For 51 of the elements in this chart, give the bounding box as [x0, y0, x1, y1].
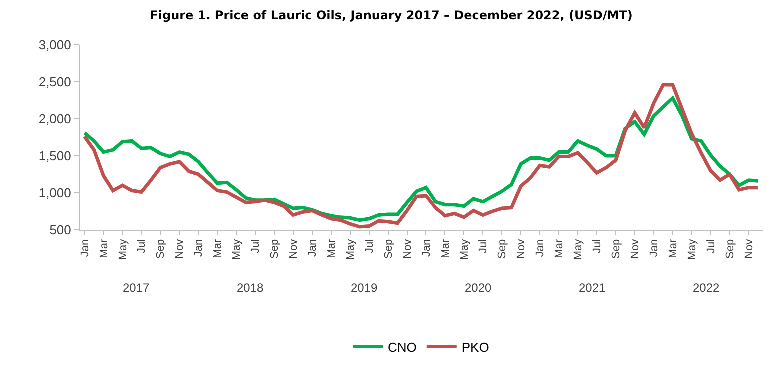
x-tick-label: May [344, 238, 357, 260]
x-tick-label: Sep [610, 239, 623, 259]
x-tick-label: Jan [420, 239, 433, 258]
x-tick-label: Jul [364, 239, 376, 254]
x-tick-label: Sep [496, 239, 509, 259]
x-tick-label: Nov [174, 238, 186, 259]
text: 2021 [579, 281, 606, 295]
x-tick-label: Mar [212, 239, 224, 258]
x-tick-label: Jul [592, 239, 604, 254]
y-tick-label: 2,500 [38, 74, 72, 90]
y-tick-label: 1,000 [38, 186, 72, 201]
x-tick-label: Jan [193, 239, 206, 258]
x-tick-label: Jan [306, 239, 319, 258]
x-tick-label: Jan [79, 239, 92, 258]
text: 2017 [123, 281, 150, 295]
x-tick-label: May [231, 238, 244, 260]
text: 2020 [465, 281, 492, 295]
x-tick-label: May [686, 238, 698, 260]
x-tick-label: Mar [98, 239, 110, 258]
legend-label: PKO [462, 340, 490, 355]
y-tick-label: 500 [50, 222, 72, 238]
y-tick-label: 3,000 [38, 38, 72, 53]
y-tick-label: 1,500 [38, 148, 72, 164]
x-tick-label: Nov [630, 238, 642, 259]
x-tick-label: May [117, 238, 130, 260]
x-tick-label: Jul [136, 239, 148, 254]
text: 2022 [693, 281, 720, 295]
x-tick-label: Sep [269, 239, 282, 259]
x-tick-label: Jul [705, 239, 718, 254]
x-tick-label: Mar [554, 239, 566, 258]
x-tick-label: Mar [326, 239, 338, 258]
x-tick-label: Sep [382, 239, 395, 259]
x-tick-label: Mar [440, 239, 452, 258]
x-tick-label: May [572, 238, 585, 260]
x-tick-label: Sep [155, 239, 168, 259]
text: 2019 [351, 281, 378, 295]
y-tick-label: 2,000 [38, 112, 72, 127]
x-tick-label: Jul [250, 239, 262, 254]
x-tick-label: Nov [402, 238, 414, 259]
x-tick-label: Jul [478, 239, 490, 254]
chart-title: Figure 1. Price of Lauric Oils, January 2017 – December 2022, (USD/MT) [150, 8, 633, 23]
x-tick-label: May [458, 238, 471, 260]
x-tick-label: Sep [724, 239, 736, 259]
text: 2018 [237, 281, 264, 295]
x-tick-label: Mar [667, 239, 680, 258]
x-tick-label: Nov [288, 238, 300, 259]
x-tick-label: Nov [516, 238, 528, 259]
x-tick-label: Jan [648, 239, 660, 258]
legend-label: CNO [388, 340, 417, 355]
x-tick-label: Jan [534, 239, 547, 258]
x-tick-label: Nov [743, 238, 756, 259]
